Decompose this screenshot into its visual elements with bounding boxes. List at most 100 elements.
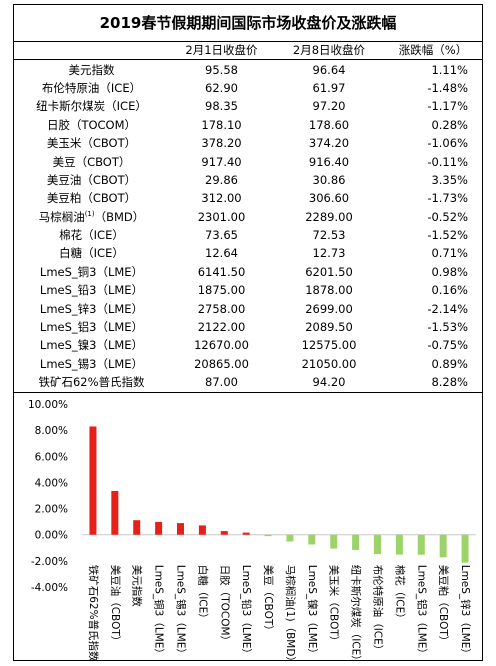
change-percent: -1.52% [427, 228, 468, 243]
close-price-feb8: 6201.50 [305, 264, 353, 279]
close-price-feb8: 12.73 [312, 246, 346, 261]
change-percent: 3.35% [431, 172, 468, 187]
x-tick-label: LmeS_铜3（LME） [153, 565, 165, 659]
close-price-feb1: 12.64 [205, 246, 238, 261]
commodity-name: 布伦特原油（ICE） [41, 80, 142, 95]
table-row: 白糖（ICE） 12.64 12.73 0.71% [14, 244, 482, 262]
commodity-name-cell: 马棕榈油(1)（BMD） [14, 208, 169, 226]
chart-bar [374, 534, 381, 555]
chart-bar [111, 490, 119, 535]
chart-bar [417, 534, 425, 555]
close-price-feb8: 61.97 [312, 80, 346, 95]
close-price-feb1: 62.90 [205, 80, 238, 95]
commodity-name-cell: 白糖（ICE） [14, 244, 169, 262]
x-tick-label: LmeS_锌3（LME） [459, 565, 472, 659]
y-tick-label: 10.00% [28, 399, 68, 411]
chart-bar [220, 531, 228, 535]
close-price-feb8: 96.64 [312, 62, 346, 77]
y-tick-label: -2.00% [31, 556, 68, 568]
commodity-name: LmeS_锌3（LME） [39, 301, 144, 316]
commodity-name: LmeS_铜3（LME） [39, 264, 144, 279]
column-header: 2月1日收盘价 [169, 41, 274, 61]
table-row: 美豆（CBOT） 917.40 916.40 -0.11% [14, 152, 482, 170]
commodity-name-cell: LmeS_锌3（LME） [14, 299, 169, 317]
change-percent: 1.11% [431, 62, 468, 77]
change-percent: 0.98% [431, 264, 468, 279]
close-price-feb8: 30.86 [312, 172, 346, 187]
table-body: 美元指数 95.58 96.64 1.11% 布伦特原油（ICE） 62.90 61.97 -… [14, 60, 482, 392]
close-price-feb8: 2699.00 [305, 301, 353, 316]
commodity-name: 美玉米（CBOT） [46, 136, 137, 151]
close-price-feb8: 21050.00 [301, 356, 357, 371]
commodity-name: LmeS_铝3（LME） [39, 320, 144, 335]
close-price-feb1: 178.10 [201, 117, 242, 132]
commodity-name-cell: LmeS_铅3（LME） [14, 281, 169, 299]
change-percent: -1.06% [427, 136, 468, 151]
change-percent: 0.28% [431, 117, 468, 132]
close-price-feb1: 20865.00 [194, 356, 249, 371]
chart-bar [155, 521, 163, 535]
commodity-name-cell: LmeS_铝3（LME） [14, 318, 169, 336]
change-percent: 0.16% [431, 283, 468, 298]
change-percent: 8.28% [431, 375, 468, 390]
x-tick-label: 马棕榈油(1)（BMD） [284, 565, 297, 661]
close-price-feb1: 2301.00 [197, 209, 246, 224]
close-price-feb1: 2758.00 [197, 301, 246, 316]
commodity-name-cell: 日胶（TOCOM） [14, 116, 169, 134]
commodity-name-cell: LmeS_镍3（LME） [14, 336, 169, 354]
change-percent: -1.53% [427, 320, 468, 335]
change-percent: -0.11% [427, 154, 468, 169]
commodity-name: 白糖（ICE） [59, 246, 124, 261]
table-row: 美元指数 95.58 96.64 1.11% [14, 60, 482, 79]
close-price-feb1: 378.20 [201, 136, 242, 151]
close-price-feb8: 306.60 [308, 191, 350, 206]
y-tick-label: 2.00% [35, 504, 68, 516]
change-chart: -4.00% -2.00% 0.00% 2.00% 4.00% 6.00% 8.00% 10.… [14, 392, 482, 666]
commodity-name-cell: 布伦特原油（ICE） [14, 79, 169, 97]
change-percent: 0.71% [431, 246, 468, 261]
table-row: LmeS_铜3（LME） 6141.50 6201.50 0.98% [14, 263, 482, 281]
change-percent: -0.52% [427, 209, 468, 224]
close-price-feb8: 94.20 [312, 375, 346, 390]
commodity-name-cell: 美元指数 [14, 60, 169, 79]
x-tick-label: 美豆油（CBOT） [109, 565, 122, 647]
chart-bar [133, 520, 141, 535]
close-price-feb1: 12670.00 [194, 338, 249, 353]
close-price-feb8: 2089.50 [305, 320, 353, 335]
commodity-name-cell: 美玉米（CBOT） [14, 134, 169, 152]
y-tick-label: -4.00% [31, 582, 68, 594]
change-percent: -1.17% [427, 99, 468, 114]
y-tick-label: 8.00% [35, 425, 68, 437]
close-price-feb8: 2289.00 [305, 209, 353, 224]
chart-bar [395, 534, 403, 555]
table-row: LmeS_铝3（LME） 2122.00 2089.50 -1.53% [14, 318, 482, 336]
close-price-feb8: 1878.00 [305, 283, 353, 298]
close-price-feb1: 87.00 [205, 375, 238, 390]
chart-bar [330, 534, 338, 549]
chart-bar [308, 534, 316, 545]
close-price-feb8: 178.60 [308, 117, 350, 132]
chart-bar [461, 534, 469, 563]
commodity-name-cell: 棉花（ICE） [14, 226, 169, 244]
table-row: 布伦特原油（ICE） 62.90 61.97 -1.48% [14, 79, 482, 97]
commodity-name-cell: 纽卡斯尔煤炭（ICE） [14, 97, 169, 115]
close-price-feb8: 916.40 [308, 154, 350, 169]
change-percent: -0.75% [427, 338, 468, 353]
report-frame: 2019春节假期期间国际市场收盘价及涨跌幅 2月1日收盘价 2月8日收盘价 涨跌… [13, 4, 483, 666]
commodity-name: LmeS_铅3（LME） [39, 283, 144, 298]
commodity-name: 铁矿石62%普氏指数 [38, 375, 145, 390]
chart-bar [89, 426, 97, 535]
column-header: 2月8日收盘价 [274, 41, 384, 61]
x-tick-label: 白糖（ICE） [196, 565, 209, 624]
table-row: LmeS_铅3（LME） 1875.00 1878.00 0.16% [14, 281, 482, 299]
x-tick-label: 棉花（ICE） [393, 565, 406, 624]
close-price-feb1: 98.35 [205, 99, 238, 114]
chart-bar [439, 534, 447, 558]
close-price-feb8: 97.20 [312, 99, 346, 114]
commodity-name-cell: LmeS_锡3（LME） [14, 355, 169, 373]
close-price-feb1: 29.86 [205, 172, 238, 187]
table-row: LmeS_锌3（LME） 2758.00 2699.00 -2.14% [14, 299, 482, 317]
x-tick-label: 美豆粕（CBOT） [437, 565, 450, 647]
table-row: 美豆粕（CBOT） 312.00 306.60 -1.73% [14, 189, 482, 207]
commodity-name: LmeS_镍3（LME） [39, 338, 144, 353]
